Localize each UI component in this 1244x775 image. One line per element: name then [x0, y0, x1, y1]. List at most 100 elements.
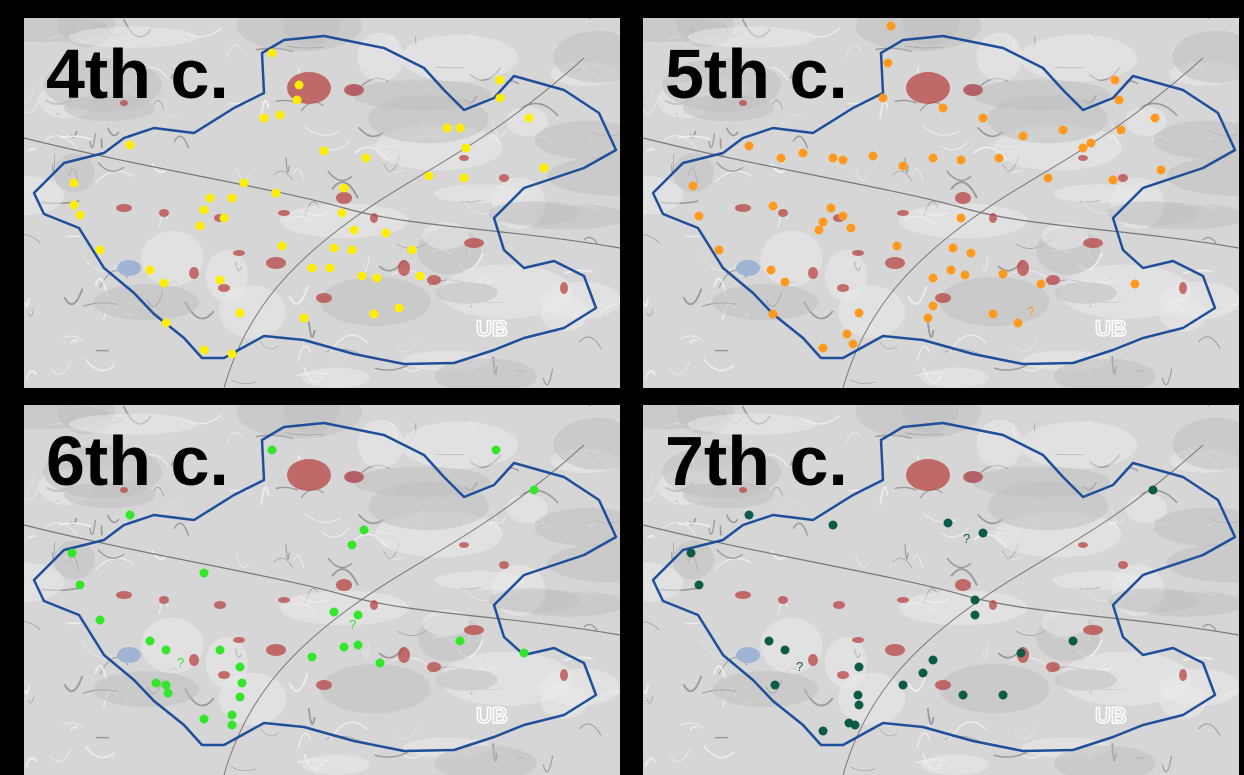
settlement-patch — [266, 644, 286, 656]
site-marker — [949, 244, 958, 253]
settlement-patch — [808, 654, 818, 666]
settlement-patch — [897, 597, 909, 603]
map-stamp: UB — [476, 703, 508, 728]
site-marker — [300, 314, 309, 323]
site-marker — [971, 596, 980, 605]
site-marker — [887, 22, 896, 31]
settlement-patch — [560, 669, 568, 681]
settlement-patch — [955, 192, 971, 204]
site-marker — [530, 486, 539, 495]
settlement-patch — [344, 471, 364, 483]
settlement-patch — [1118, 561, 1128, 569]
site-marker — [929, 154, 938, 163]
site-marker — [799, 149, 808, 158]
settlement-patch — [370, 600, 378, 610]
site-marker — [819, 727, 828, 736]
settlement-patch — [370, 213, 378, 223]
site-marker — [929, 274, 938, 283]
relief-shade — [401, 35, 518, 82]
site-marker — [295, 81, 304, 90]
relief-shade — [93, 671, 199, 707]
settlement-patch — [459, 155, 469, 161]
settlement-patch — [989, 600, 997, 610]
site-marker — [777, 154, 786, 163]
settlement-patch — [464, 238, 484, 248]
settlement-patch — [464, 625, 484, 635]
site-marker — [1037, 280, 1046, 289]
site-marker — [460, 174, 469, 183]
relief-shade — [1107, 588, 1198, 612]
lake — [117, 260, 141, 276]
site-marker — [849, 340, 858, 349]
settlement-patch — [427, 662, 441, 672]
site-marker — [216, 276, 225, 285]
site-marker — [525, 114, 534, 123]
site-marker — [947, 266, 956, 275]
settlement-patch — [1046, 275, 1060, 285]
site-marker — [238, 679, 247, 688]
site-marker — [382, 229, 391, 238]
settlement-patch — [218, 671, 230, 679]
settlement-patch — [427, 275, 441, 285]
relief-shade — [302, 755, 371, 775]
site-marker — [126, 141, 135, 150]
site-marker — [496, 76, 505, 85]
relief-shade — [1042, 222, 1089, 249]
relief-shade — [93, 284, 199, 320]
site-marker — [408, 246, 417, 255]
site-marker — [308, 653, 317, 662]
site-marker — [695, 581, 704, 590]
site-marker — [939, 104, 948, 113]
site-marker — [1131, 280, 1140, 289]
relief-shade — [1020, 35, 1137, 82]
site-marker — [162, 681, 171, 690]
relief-shade — [541, 669, 620, 707]
uncertain-site-mark: ? — [963, 531, 970, 546]
map-stamp: UB — [1095, 703, 1127, 728]
site-marker — [340, 184, 349, 193]
site-marker — [869, 152, 878, 161]
site-marker — [843, 330, 852, 339]
settlement-patch — [344, 84, 364, 96]
site-marker — [715, 246, 724, 255]
settlement-patch — [885, 257, 905, 269]
site-marker — [1111, 76, 1120, 85]
relief-shade — [541, 282, 620, 320]
relief-shade — [1107, 201, 1198, 225]
site-marker — [206, 194, 215, 203]
site-marker — [373, 274, 382, 283]
settlement-patch — [336, 192, 352, 204]
map-panel: UB4th c. — [24, 18, 620, 388]
site-marker — [879, 94, 888, 103]
settlement-patch — [1078, 155, 1088, 161]
site-marker — [216, 646, 225, 655]
site-marker — [338, 209, 347, 218]
relief-shade — [987, 95, 1108, 143]
period-title: 6th c. — [46, 422, 229, 500]
site-marker — [496, 94, 505, 103]
relief-shade — [488, 588, 579, 612]
site-marker — [1151, 114, 1160, 123]
site-marker — [1109, 176, 1118, 185]
settlement-patch — [214, 601, 226, 609]
settlement-patch — [278, 210, 290, 216]
site-marker — [924, 314, 933, 323]
site-marker — [971, 611, 980, 620]
site-marker — [839, 156, 848, 165]
site-marker — [228, 350, 237, 359]
site-marker — [1019, 132, 1028, 141]
site-marker — [929, 656, 938, 665]
site-marker — [919, 669, 928, 678]
map-stamp: UB — [1095, 316, 1127, 341]
site-marker — [76, 581, 85, 590]
settlement-patch — [1078, 542, 1088, 548]
settlement-patch — [833, 601, 845, 609]
map-stamp: UB — [476, 316, 508, 341]
site-marker — [416, 272, 425, 281]
site-marker — [196, 222, 205, 231]
uncertain-site-mark: ? — [177, 655, 184, 670]
settlement-patch — [116, 204, 132, 212]
site-marker — [995, 154, 1004, 163]
relief-shade — [357, 33, 403, 82]
settlement-patch — [935, 293, 951, 303]
